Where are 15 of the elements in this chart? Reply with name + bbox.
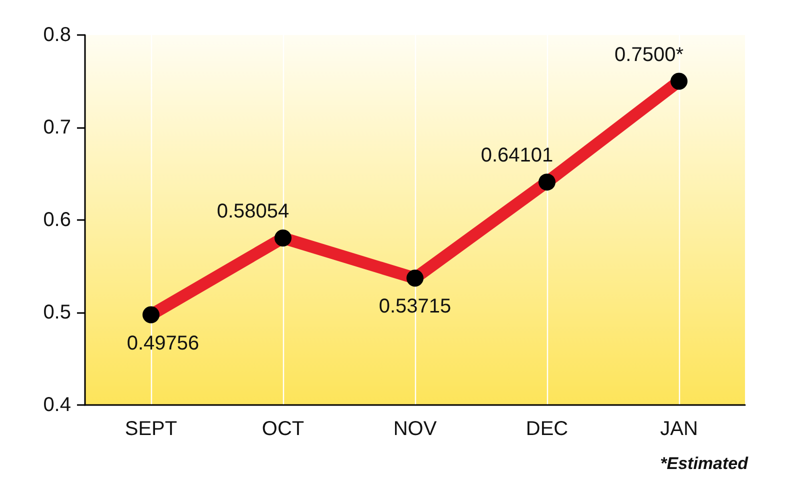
- y-tick-label: 0.5: [43, 302, 71, 324]
- data-label: 0.7500*: [614, 44, 684, 66]
- data-label: 0.58054: [216, 200, 290, 222]
- y-tick-label: 0.4: [43, 394, 71, 416]
- data-label: 0.53715: [378, 296, 452, 318]
- x-tick-label: OCT: [262, 418, 304, 440]
- data-label: 0.64101: [480, 144, 554, 167]
- x-tick-label: DEC: [526, 418, 568, 440]
- text: *Estimated: [660, 454, 749, 473]
- y-tick-label: 0.6: [43, 209, 71, 231]
- x-tick-label: JAN: [660, 418, 698, 440]
- y-tick-label: 0.8: [43, 24, 71, 46]
- x-tick-label: SEPT: [124, 418, 178, 440]
- y-tick-label: 0.7: [43, 116, 71, 138]
- x-tick-label: NOV: [393, 418, 438, 440]
